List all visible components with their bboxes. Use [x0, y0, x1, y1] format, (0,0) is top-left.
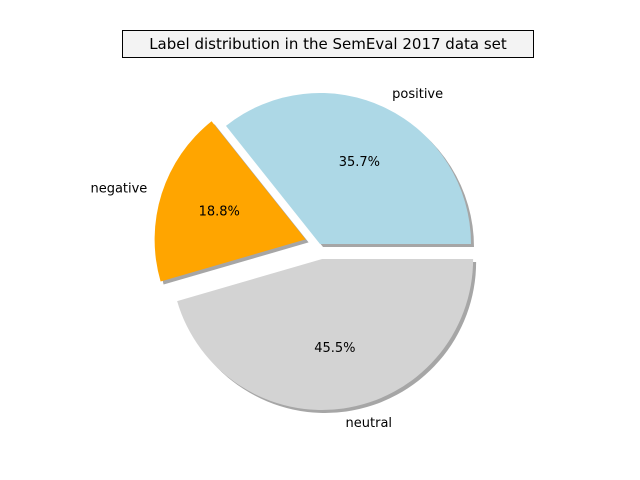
chart-title: Label distribution in the SemEval 2017 d… [122, 30, 534, 58]
labels: 35.7% positive 18.8% negative 45.5% neutral [90, 87, 443, 431]
slice-positive [225, 93, 471, 244]
slice-label-neutral: neutral [346, 416, 393, 431]
slice-pct-positive: 35.7% [339, 155, 380, 170]
slice-label-negative: negative [90, 182, 147, 197]
slice-pct-neutral: 45.5% [314, 341, 355, 356]
slice-neutral [177, 258, 474, 410]
slice-negative [154, 121, 306, 282]
slice-pct-negative: 18.8% [199, 204, 240, 219]
slices [154, 93, 474, 410]
slice-label-positive: positive [392, 87, 443, 102]
